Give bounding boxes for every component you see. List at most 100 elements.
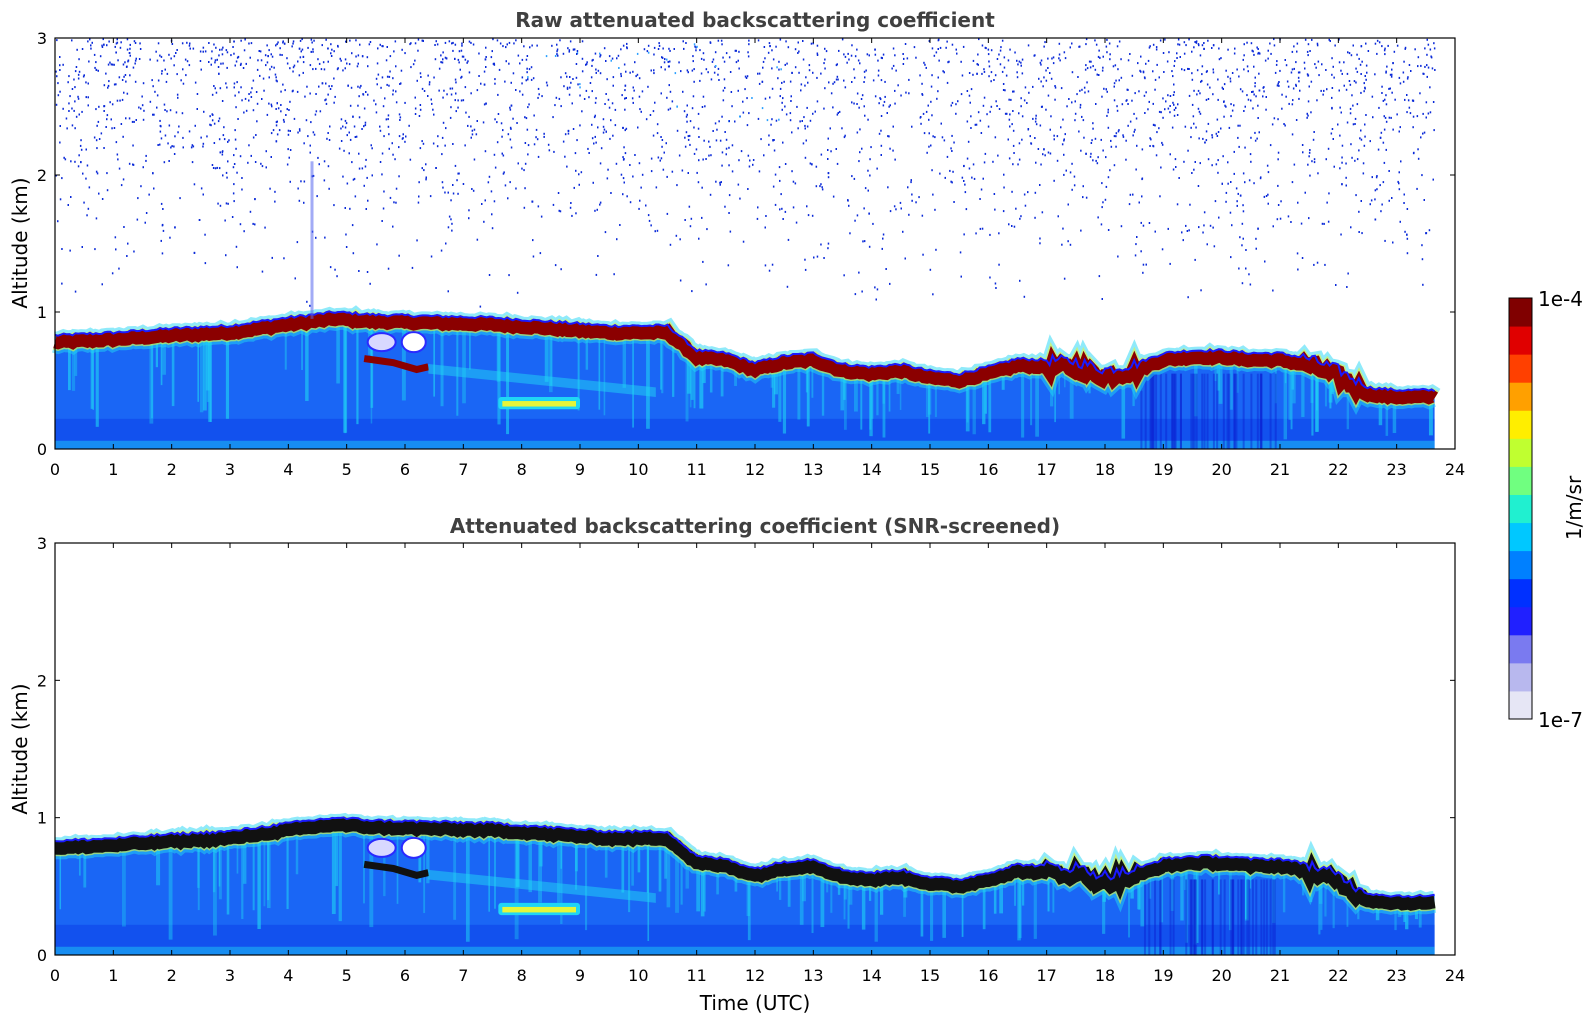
streak (843, 872, 846, 920)
noise-pixel (983, 96, 986, 99)
noise-pixel (108, 40, 110, 43)
noise-pixel (248, 42, 250, 45)
noise-pixel (1113, 85, 1115, 88)
noise-pixel (622, 44, 625, 47)
noise-pixel (160, 55, 163, 58)
noise-pixel (275, 140, 278, 143)
noise-pixel (558, 209, 560, 212)
noise-pixel (398, 146, 400, 149)
noise-pixel (1414, 48, 1416, 51)
noise-pixel (360, 84, 362, 87)
noise-pixel (650, 69, 652, 72)
noise-pixel (166, 110, 168, 113)
noise-pixel (821, 188, 824, 191)
noise-pixel (701, 216, 703, 219)
noise-pixel (851, 175, 853, 178)
noise-pixel (192, 47, 195, 50)
noise-pixel (813, 256, 815, 259)
noise-pixel (684, 219, 686, 221)
noise-pixel (1230, 256, 1232, 259)
streak (1385, 391, 1389, 436)
noise-pixel (1073, 184, 1076, 187)
noise-pixel (1412, 115, 1415, 118)
noise-pixel (931, 74, 933, 77)
noise-pixel (316, 195, 318, 198)
noise-pixel (998, 53, 1000, 56)
noise-pixel (1316, 261, 1319, 264)
lofted-layer (502, 401, 576, 407)
noise-pixel (1016, 76, 1019, 79)
noise-pixel (77, 73, 80, 76)
colorbar-step (1509, 501, 1532, 509)
streak (1288, 357, 1292, 420)
noise-pixel (847, 199, 849, 202)
noise-pixel (1251, 49, 1253, 52)
streak (687, 344, 691, 394)
noise-pixel (1100, 138, 1102, 141)
noise-pixel (1324, 263, 1326, 266)
noise-pixel (221, 100, 224, 102)
noise-pixel (318, 163, 320, 166)
noise-pixel (828, 81, 830, 84)
noise-pixel (1175, 106, 1177, 109)
noise-pixel (921, 214, 924, 217)
colorbar-step (1509, 648, 1532, 657)
noise-pixel (1257, 117, 1259, 119)
noise-pixel (267, 55, 269, 58)
noise-pixel (95, 61, 97, 64)
noise-pixel (113, 127, 116, 129)
noise-pixel (1360, 138, 1363, 141)
noise-pixel (710, 154, 712, 157)
noise-pixel (434, 58, 437, 61)
noise-pixel (928, 145, 930, 148)
colorbar-step (1509, 396, 1532, 404)
noise-pixel (237, 118, 239, 120)
noise-pixel (255, 134, 257, 136)
noise-pixel (1293, 67, 1295, 70)
streak (433, 318, 436, 397)
noise-pixel (361, 167, 364, 170)
noise-pixel (781, 207, 783, 210)
noise-pixel (1023, 193, 1026, 196)
noise-pixel (275, 44, 277, 47)
noise-pixel (731, 105, 733, 108)
deep-column (1179, 373, 1182, 449)
noise-pixel (1338, 61, 1341, 64)
noise-pixel (1150, 138, 1152, 141)
noise-pixel (1390, 75, 1393, 78)
noise-pixel (618, 67, 620, 69)
noise-pixel (641, 90, 644, 93)
noise-pixel (64, 158, 67, 161)
noise-pixel (654, 101, 656, 104)
noise-pixel (966, 120, 969, 123)
noise-pixel (1213, 245, 1216, 248)
noise-pixel (689, 225, 692, 228)
panel-screened-ylabel: Altitude (km) (8, 683, 32, 814)
noise-pixel (1035, 161, 1037, 164)
noise-pixel (1125, 158, 1127, 161)
deep-column (1195, 879, 1198, 955)
noise-pixel (781, 101, 783, 104)
noise-pixel (720, 181, 722, 184)
noise-pixel (242, 67, 245, 69)
noise-pixel (368, 43, 371, 46)
noise-pixel (509, 138, 512, 141)
noise-pixel (1242, 210, 1245, 213)
x-tick-label: 22 (1328, 966, 1348, 985)
noise-pixel (1175, 166, 1177, 168)
noise-pixel (297, 131, 299, 134)
noise-pixel (804, 258, 806, 261)
noise-pixel (1254, 82, 1256, 85)
noise-pixel (1370, 199, 1373, 202)
noise-pixel (794, 182, 797, 185)
noise-pixel (874, 48, 876, 51)
noise-pixel (471, 133, 474, 136)
noise-pixel (435, 167, 437, 169)
noise-pixel (757, 72, 759, 75)
noise-pixel (1329, 40, 1331, 42)
noise-pixel (168, 160, 170, 162)
noise-pixel (106, 189, 109, 192)
noise-pixel (1106, 51, 1108, 54)
noise-pixel (669, 90, 672, 93)
noise-pixel (737, 183, 740, 186)
